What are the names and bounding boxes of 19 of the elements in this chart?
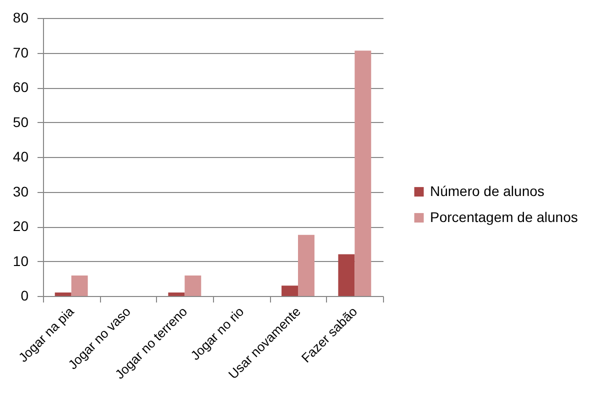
bar	[71, 276, 88, 296]
bar	[282, 286, 298, 296]
y-tick-label: 60	[12, 79, 29, 95]
y-tick-label: 30	[12, 183, 29, 200]
legend-label: Porcentagem de alunos	[430, 208, 578, 225]
y-tick-label: 40	[12, 148, 29, 164]
y-tick-label: 70	[12, 44, 29, 60]
y-tick-label: 20	[12, 218, 29, 234]
bar	[354, 50, 372, 296]
bar	[184, 276, 202, 296]
y-tick-label: 50	[12, 114, 29, 130]
y-tick-label: 10	[12, 252, 29, 269]
bar	[338, 254, 355, 296]
y-tick-label: 0	[20, 288, 29, 304]
y-tick-label: 80	[12, 10, 29, 26]
legend-label: Número de alunos	[430, 182, 544, 199]
bar	[298, 234, 314, 296]
bar	[168, 292, 185, 296]
bar	[54, 292, 72, 296]
